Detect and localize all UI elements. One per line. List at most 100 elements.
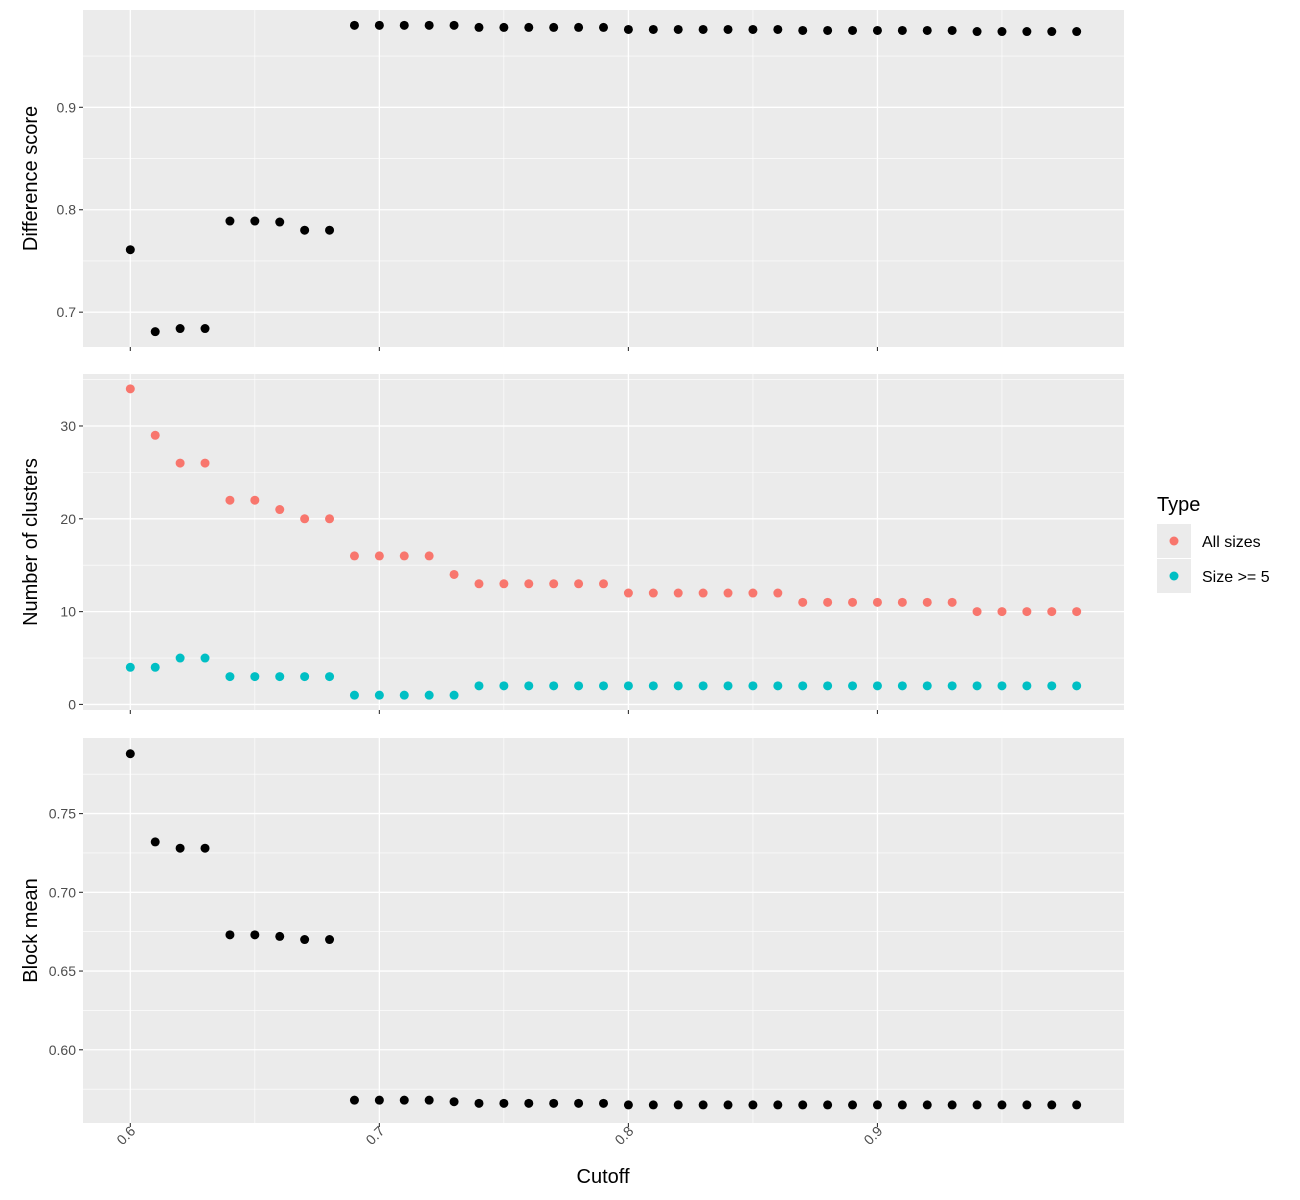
data-point [823,597,833,607]
data-point [574,681,584,691]
data-point [972,27,982,37]
data-point [698,1100,708,1110]
data-point [399,551,409,561]
panel-background [83,374,1124,710]
data-point [250,495,260,505]
data-point [723,588,733,598]
data-point [574,579,584,589]
data-point [175,324,185,334]
data-point [225,216,235,226]
y-tick-label: 0.9 [57,99,77,115]
data-point [723,1100,733,1110]
data-point [150,837,160,847]
data-point [972,681,982,691]
data-point [773,1100,783,1110]
legend-dot-all-sizes [1169,536,1179,546]
data-point [848,1100,858,1110]
data-point [275,931,285,941]
data-point [1047,27,1057,37]
data-point [399,20,409,30]
panel-background [83,10,1124,347]
data-point [424,690,434,700]
legend-dot-size-ge5 [1169,571,1179,581]
y-tick-label: 20 [60,511,76,527]
data-point [798,25,808,35]
data-point [474,579,484,589]
data-point [798,597,808,607]
panel-background [83,738,1124,1123]
data-point [623,1100,633,1110]
legend: Type All sizes Size >= 5 [1157,494,1270,593]
data-point [872,597,882,607]
data-point [125,384,135,394]
x-tick-label: 0.9 [860,1123,885,1148]
data-point [524,22,534,32]
data-point [200,324,210,334]
data-point [823,1100,833,1110]
data-point [922,25,932,35]
data-point [997,27,1007,37]
data-point [823,681,833,691]
data-point [325,672,335,682]
data-point [698,24,708,34]
data-point [474,1098,484,1108]
data-point [922,1100,932,1110]
data-point [150,327,160,337]
data-point [574,1098,584,1108]
data-point [748,681,758,691]
panel-3: 0.60 0.65 0.70 0.75 Block mean [20,738,1124,1127]
data-point [374,690,384,700]
data-point [673,588,683,598]
data-point [374,1095,384,1105]
y-axis-title: Difference score [20,106,42,251]
data-point [997,681,1007,691]
data-point [823,25,833,35]
y-tick-label: 30 [60,418,76,434]
y-tick-label: 0.7 [57,304,77,320]
data-point [1072,1100,1082,1110]
data-point [175,843,185,853]
data-point [897,25,907,35]
data-point [947,25,957,35]
data-point [250,216,260,226]
data-point [947,681,957,691]
x-tick-label: 0.6 [113,1123,138,1148]
y-tick-label: 0.65 [49,963,76,979]
data-point [125,662,135,672]
data-point [1022,27,1032,37]
data-point [200,843,210,853]
data-point [449,569,459,579]
panels-layer: 0.7 0.8 0.9 Difference score 0 10 20 30 Number o… [20,10,1124,1127]
data-point [275,505,285,515]
data-point [574,22,584,32]
data-point [773,588,783,598]
data-point [424,551,434,561]
data-point [848,25,858,35]
data-point [325,225,335,235]
data-point [599,579,608,589]
data-point [897,597,907,607]
y-tick-label: 10 [60,604,76,620]
data-point [175,653,185,663]
data-point [1022,681,1032,691]
y-tick-label: 0 [68,696,76,712]
data-point [424,1095,434,1105]
data-point [424,20,434,30]
legend-title: Type [1157,494,1200,516]
data-point [773,681,783,691]
data-point [997,1100,1007,1110]
data-point [549,1098,559,1108]
data-point [549,681,559,691]
data-point [1022,607,1032,617]
data-point [300,225,310,235]
data-point [748,24,758,34]
data-point [748,1100,758,1110]
data-point [972,607,982,617]
data-point [798,681,808,691]
data-point [872,681,882,691]
data-point [897,1100,907,1110]
data-point [1047,681,1057,691]
data-point [723,681,733,691]
data-point [399,1095,409,1105]
data-point [449,20,459,30]
